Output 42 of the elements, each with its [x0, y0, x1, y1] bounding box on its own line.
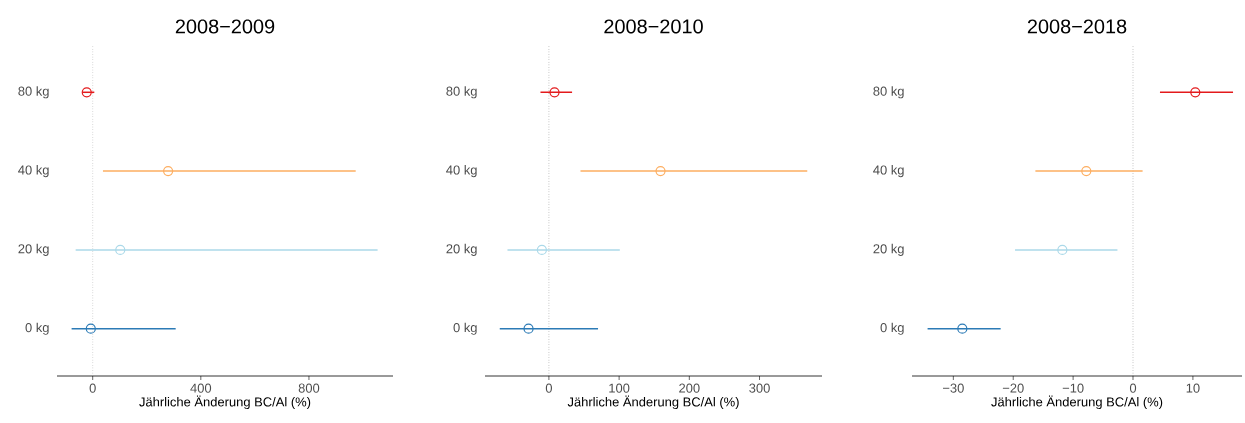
y-tick-label: 20 kg [18, 243, 49, 256]
y-tick-label: 40 kg [446, 165, 477, 178]
y-tick-label: 20 kg [446, 243, 477, 256]
point [1057, 244, 1068, 255]
x-tick-label: 0 [545, 383, 552, 393]
point [81, 87, 92, 98]
point [163, 165, 174, 177]
x-tick-label: 100 [609, 383, 630, 393]
point [115, 244, 126, 255]
point [1081, 165, 1092, 177]
x-tick-label: 0 [89, 383, 96, 393]
y-tick-label: 0 kg [453, 322, 477, 335]
point [655, 165, 666, 177]
x-tick-label: 200 [679, 383, 700, 393]
y-tick-label: 40 kg [18, 165, 49, 178]
y-tick-label: 80 kg [18, 86, 49, 99]
point [1190, 87, 1201, 98]
point [523, 323, 534, 334]
y-tick-label: 80 kg [873, 86, 904, 99]
y-tick-label: 20 kg [873, 243, 904, 256]
chart-title: 2008−2010 [604, 19, 703, 34]
x-tick-label: −10 [1062, 383, 1084, 393]
x-tick-label: −30 [943, 383, 964, 393]
x-tick-label: 10 [1186, 383, 1200, 393]
chart-title: 2008−2009 [175, 19, 275, 34]
point [536, 244, 547, 255]
x-axis-title: Jährliche Änderung BC/Al (%) [139, 395, 311, 410]
point [957, 323, 968, 334]
point [85, 323, 96, 334]
y-tick-label: 80 kg [446, 86, 477, 99]
x-tick-label: 400 [190, 383, 212, 393]
y-tick-label: 40 kg [873, 165, 904, 178]
x-axis-title: Jährliche Änderung BC/Al (%) [567, 395, 739, 410]
x-tick-label: 300 [749, 383, 770, 393]
x-tick-label: −20 [1002, 383, 1024, 393]
x-tick-label: 800 [298, 383, 320, 393]
x-axis-title: Jährliche Änderung BC/Al (%) [991, 395, 1163, 410]
point [549, 87, 560, 98]
x-tick-label: 0 [1129, 383, 1137, 393]
chart-title: 2008−2018 [1027, 19, 1127, 34]
y-tick-label: 0 kg [25, 322, 49, 335]
y-tick-label: 0 kg [880, 322, 904, 335]
